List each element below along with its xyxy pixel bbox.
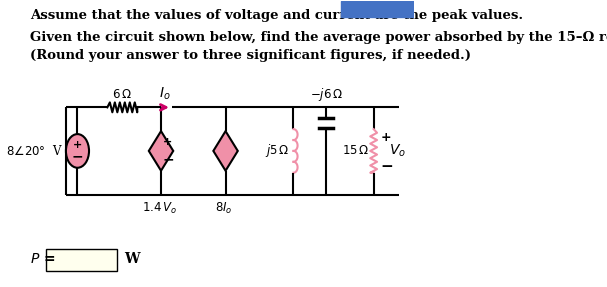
Text: +: +: [73, 140, 82, 150]
Text: $8\angle20°$  V: $8\angle20°$ V: [5, 144, 63, 158]
Text: Given the circuit shown below, find the average power absorbed by the 15–Ω resis: Given the circuit shown below, find the …: [30, 31, 607, 44]
Text: −: −: [163, 153, 174, 167]
Text: $15\,\Omega$: $15\,\Omega$: [342, 144, 370, 158]
Text: $V_o$: $V_o$: [388, 143, 405, 159]
Circle shape: [66, 134, 89, 168]
Bar: [341, 1, 414, 17]
Text: +: +: [381, 131, 391, 144]
Polygon shape: [213, 131, 238, 171]
Text: $6\,\Omega$: $6\,\Omega$: [112, 88, 132, 101]
FancyBboxPatch shape: [46, 249, 117, 271]
Text: +: +: [163, 137, 172, 147]
Text: $j5\,\Omega$: $j5\,\Omega$: [265, 142, 290, 159]
Text: −: −: [72, 150, 83, 164]
Text: $1.4\,V_o$: $1.4\,V_o$: [142, 201, 177, 216]
Text: $P$ =: $P$ =: [30, 252, 55, 266]
Text: −: −: [381, 159, 393, 174]
Text: Assume that the values of voltage and current are the peak values.: Assume that the values of voltage and cu…: [30, 9, 523, 22]
Text: W: W: [124, 252, 139, 266]
Polygon shape: [149, 131, 173, 171]
Text: $-j6\,\Omega$: $-j6\,\Omega$: [310, 86, 343, 103]
Text: (Round your answer to three significant figures, if needed.): (Round your answer to three significant …: [30, 49, 471, 62]
Text: $8I_o$: $8I_o$: [215, 201, 233, 216]
Text: $I_o$: $I_o$: [159, 85, 171, 102]
